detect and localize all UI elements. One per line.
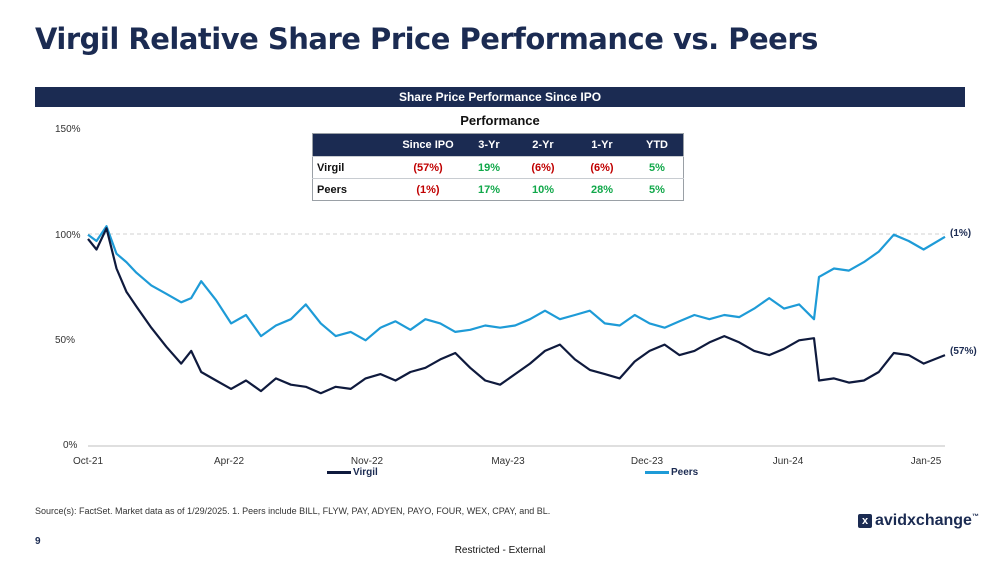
legend-label: Virgil [353, 467, 378, 478]
performance-table: Since IPO 3-Yr 2-Yr 1-Yr YTD Virgil (57%… [312, 133, 684, 201]
legend-virgil: Virgil [327, 467, 378, 478]
column-header: Since IPO [391, 133, 465, 157]
logo-mark-icon: x [858, 513, 872, 528]
x-tick-label: Jan-25 [910, 456, 942, 467]
table-cell: (57%) [391, 156, 465, 179]
legend-label: Peers [671, 467, 699, 478]
x-tick-label: Oct-21 [72, 456, 104, 467]
y-tick-label: 100% [55, 230, 81, 241]
series-line-peers [87, 225, 946, 342]
row-label: Peers [312, 178, 391, 201]
x-tick-label: Nov-22 [350, 456, 384, 467]
table-cell: 17% [465, 178, 513, 201]
source-note: Source(s): FactSet. Market data as of 1/… [35, 506, 551, 516]
column-header: 1-Yr [573, 133, 631, 157]
legend-swatch [327, 470, 351, 474]
column-header: YTD [631, 133, 684, 157]
section-header-bar: Share Price Performance Since IPO [35, 87, 965, 107]
y-tick-label: 50% [55, 335, 76, 346]
y-tick-label: 0% [63, 440, 78, 451]
row-label: Virgil [312, 156, 391, 179]
column-header: 3-Yr [465, 133, 513, 157]
avidxchange-logo: x avidxchange™ [858, 512, 979, 530]
x-tick-label: Dec-23 [630, 456, 664, 467]
legend-swatch [645, 470, 669, 474]
column-header: 2-Yr [513, 133, 573, 157]
table-row: Peers (1%) 17% 10% 28% 5% [312, 178, 684, 201]
table-cell: 5% [631, 156, 684, 179]
page-number: 9 [35, 536, 41, 547]
legend-peers: Peers [645, 467, 698, 478]
x-tick-label: Apr-22 [213, 456, 245, 467]
table-cell: 10% [513, 178, 573, 201]
performance-title: Performance [460, 113, 540, 128]
table-cell: 19% [465, 156, 513, 179]
logo-text: avidxchange [875, 512, 972, 529]
table-cell: (6%) [573, 156, 631, 179]
table-header-row: Since IPO 3-Yr 2-Yr 1-Yr YTD [312, 133, 684, 157]
y-tick-label: 150% [55, 124, 81, 135]
series-line-virgil [87, 227, 946, 395]
x-tick-label: May-23 [491, 456, 525, 467]
x-tick-label: Jun-24 [772, 456, 804, 467]
classification-footer: Restricted - External [454, 545, 546, 556]
peers-end-label: (1%) [950, 228, 972, 239]
table-cell: 28% [573, 178, 631, 201]
table-cell: (1%) [391, 178, 465, 201]
table-cell: 5% [631, 178, 684, 201]
logo-trademark: ™ [971, 513, 979, 521]
virgil-end-label: (57%) [950, 346, 977, 357]
slide-title: Virgil Relative Share Price Performance … [35, 22, 818, 56]
column-header [312, 133, 391, 157]
table-cell: (6%) [513, 156, 573, 179]
table-row: Virgil (57%) 19% (6%) (6%) 5% [312, 156, 684, 179]
